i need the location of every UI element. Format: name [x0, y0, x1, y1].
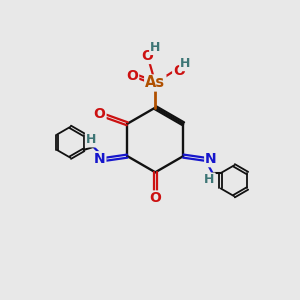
Text: O: O — [94, 107, 106, 121]
Text: O: O — [142, 49, 154, 63]
Text: O: O — [149, 191, 161, 206]
Text: N: N — [205, 152, 217, 166]
Text: As: As — [145, 76, 165, 91]
Text: O: O — [126, 69, 138, 83]
Text: H: H — [150, 41, 160, 54]
Text: N: N — [94, 152, 105, 166]
Text: H: H — [204, 173, 215, 187]
Text: O: O — [173, 64, 185, 78]
Text: H: H — [86, 134, 96, 146]
Text: H: H — [180, 57, 190, 70]
